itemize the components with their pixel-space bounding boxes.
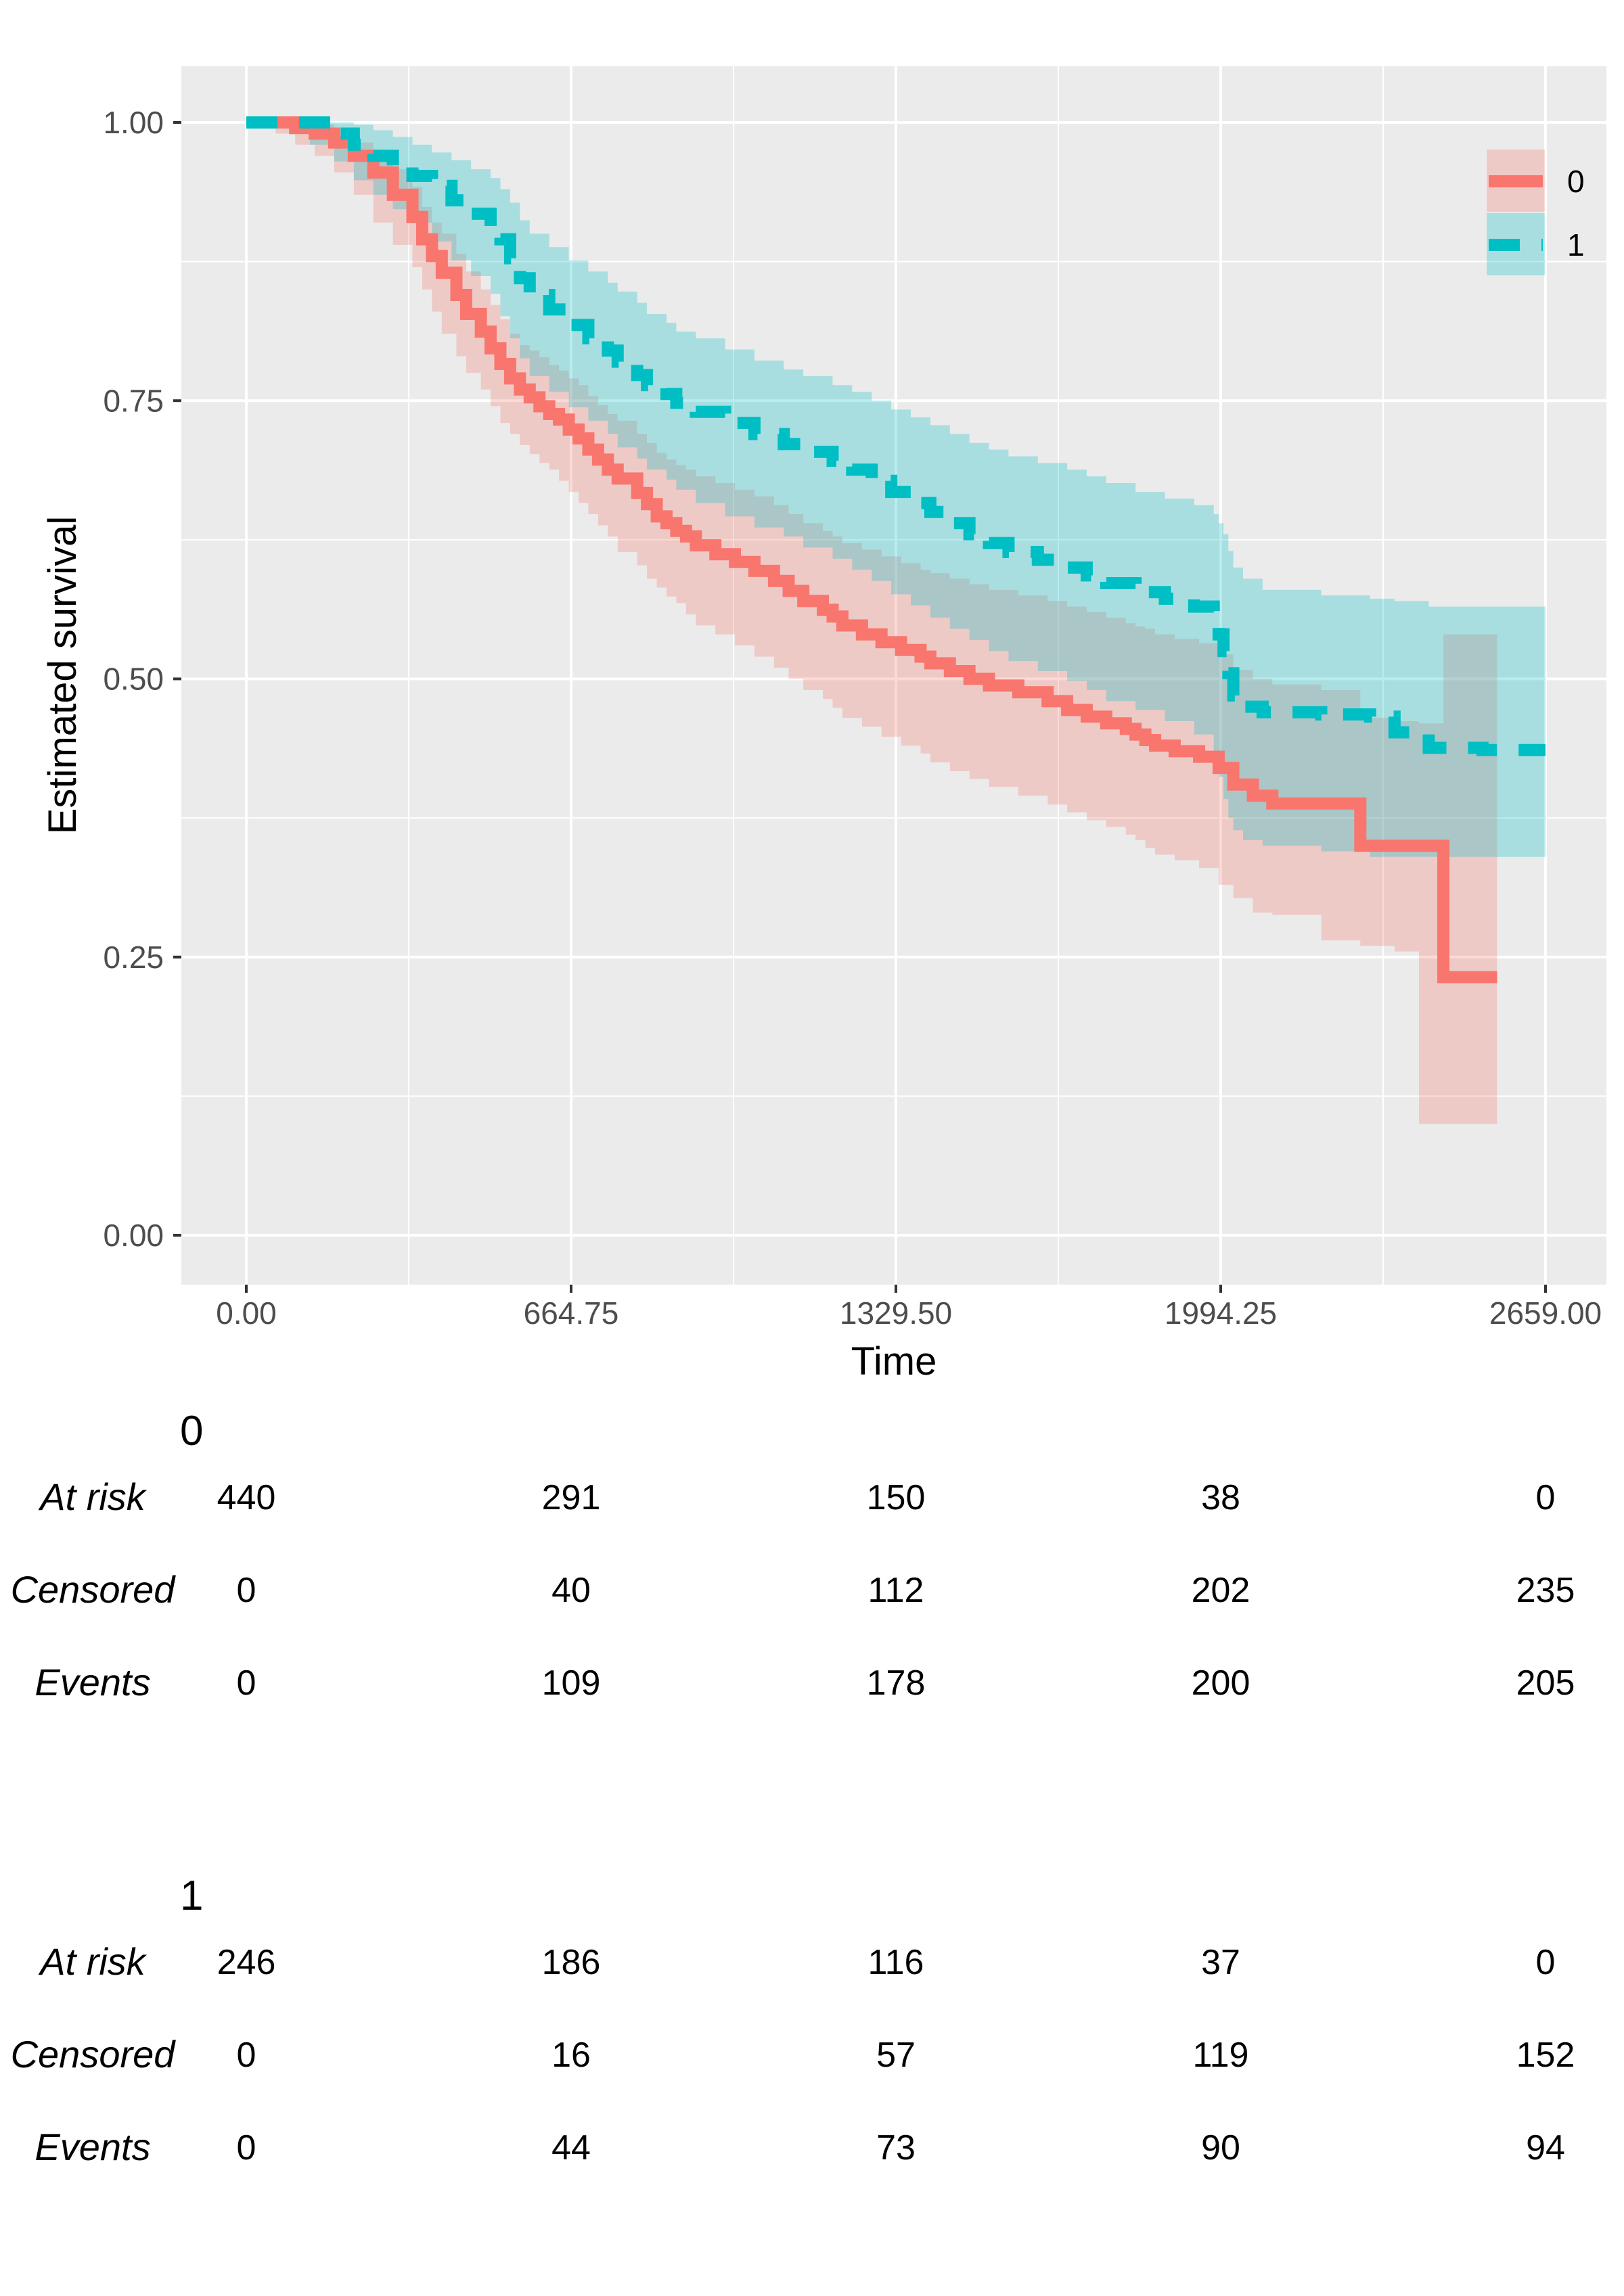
- risk-row-label: Events: [35, 1661, 151, 1703]
- risk-cell: 16: [551, 2036, 591, 2075]
- risk-cell: 38: [1201, 1478, 1240, 1517]
- risk-table-title: 0: [180, 1408, 204, 1454]
- risk-cell: 37: [1201, 1943, 1240, 1982]
- y-tick-label: 0.00: [103, 1218, 164, 1253]
- risk-row-at-risk: At risk 440 291 150 38 0: [0, 1475, 1624, 1529]
- y-tick-label: 0.75: [103, 383, 164, 418]
- grid-major: [181, 66, 1606, 1285]
- risk-cell: 178: [866, 1663, 926, 1703]
- risk-row-label: Censored: [10, 1568, 175, 1611]
- survival-line-0: [246, 116, 1497, 984]
- risk-cell: 0: [236, 1571, 256, 1610]
- risk-table-title: 1: [180, 1873, 204, 1919]
- risk-cell: 186: [541, 1943, 601, 1982]
- x-tick-label: 1994.25: [1165, 1295, 1277, 1331]
- x-tick-label: 664.75: [524, 1295, 619, 1331]
- risk-cell: 0: [1535, 1943, 1556, 1982]
- risk-cell: 90: [1201, 2128, 1240, 2167]
- risk-cell: 112: [867, 1571, 924, 1610]
- x-tick-label: 1329.50: [840, 1295, 952, 1331]
- risk-cell: 73: [876, 2128, 916, 2167]
- risk-cell: 0: [1535, 1478, 1556, 1517]
- risk-cell: 291: [541, 1478, 601, 1517]
- x-axis-title: Time: [851, 1339, 937, 1383]
- grid-minor: [181, 66, 1606, 1285]
- risk-cell: 44: [551, 2128, 591, 2167]
- risk-cell: 246: [217, 1943, 276, 1982]
- risk-cell: 200: [1191, 1663, 1250, 1703]
- risk-cell: 0: [236, 1663, 256, 1703]
- survival-chart: 0.00 0.25 0.50 0.75 1.00 0.00 664.75 1329.50 19…: [41, 66, 1606, 1383]
- y-tick-label: 0.50: [103, 662, 164, 697]
- confidence-band-0: [246, 122, 1497, 1124]
- risk-cell: 152: [1516, 2036, 1575, 2075]
- risk-row-events: Events 0 44 73 90 94: [0, 2125, 1624, 2179]
- risk-row-label: At risk: [40, 1475, 145, 1518]
- risk-cell: 0: [236, 2036, 256, 2075]
- y-tick-label: 1.00: [103, 105, 164, 140]
- risk-row-label: At risk: [40, 1940, 145, 1983]
- plot-panel: [181, 66, 1606, 1285]
- risk-row-events: Events 0 109 178 200 205: [0, 1660, 1624, 1714]
- x-tick-label: 2659.00: [1489, 1295, 1602, 1331]
- risk-cell: 116: [867, 1943, 924, 1982]
- risk-cell: 0: [236, 2128, 256, 2167]
- risk-table-1: 1 At risk 246 186 116 37 0 Censored 0 16 57 119 152 E…: [0, 1872, 1624, 2168]
- legend: 01: [1487, 150, 1585, 275]
- survival-line-1: [246, 116, 1546, 756]
- risk-row-label: Censored: [10, 2033, 175, 2075]
- legend-label: 1: [1567, 227, 1585, 262]
- y-tick-label: 0.25: [103, 940, 164, 975]
- risk-cell: 94: [1526, 2128, 1565, 2167]
- risk-row-at-risk: At risk 246 186 116 37 0: [0, 1939, 1624, 1994]
- legend-label: 0: [1567, 164, 1585, 199]
- risk-row-censored: Censored 0 16 57 119 152: [0, 2032, 1624, 2086]
- x-tick-label: 0.00: [216, 1295, 277, 1331]
- risk-cell: 205: [1516, 1663, 1575, 1703]
- risk-cell: 235: [1516, 1571, 1575, 1610]
- risk-cell: 119: [1192, 2036, 1249, 2075]
- risk-cell: 109: [541, 1663, 601, 1703]
- survival-curves: [246, 116, 1546, 984]
- x-axis: 0.00 664.75 1329.50 1994.25 2659.00: [216, 1285, 1602, 1331]
- y-axis-title: Estimated survival: [41, 516, 85, 835]
- risk-table-0: 0 At risk 440 291 150 38 0 Censored 0 40 112 202 235…: [0, 1407, 1624, 1703]
- risk-row-censored: Censored 0 40 112 202 235: [0, 1567, 1624, 1622]
- risk-cell: 150: [866, 1478, 926, 1517]
- risk-cell: 202: [1191, 1571, 1250, 1610]
- risk-cell: 40: [551, 1571, 591, 1610]
- y-axis: 0.00 0.25 0.50 0.75 1.00: [103, 105, 181, 1253]
- risk-cell: 57: [876, 2036, 916, 2075]
- risk-row-label: Events: [35, 2126, 151, 2168]
- risk-cell: 440: [217, 1478, 276, 1517]
